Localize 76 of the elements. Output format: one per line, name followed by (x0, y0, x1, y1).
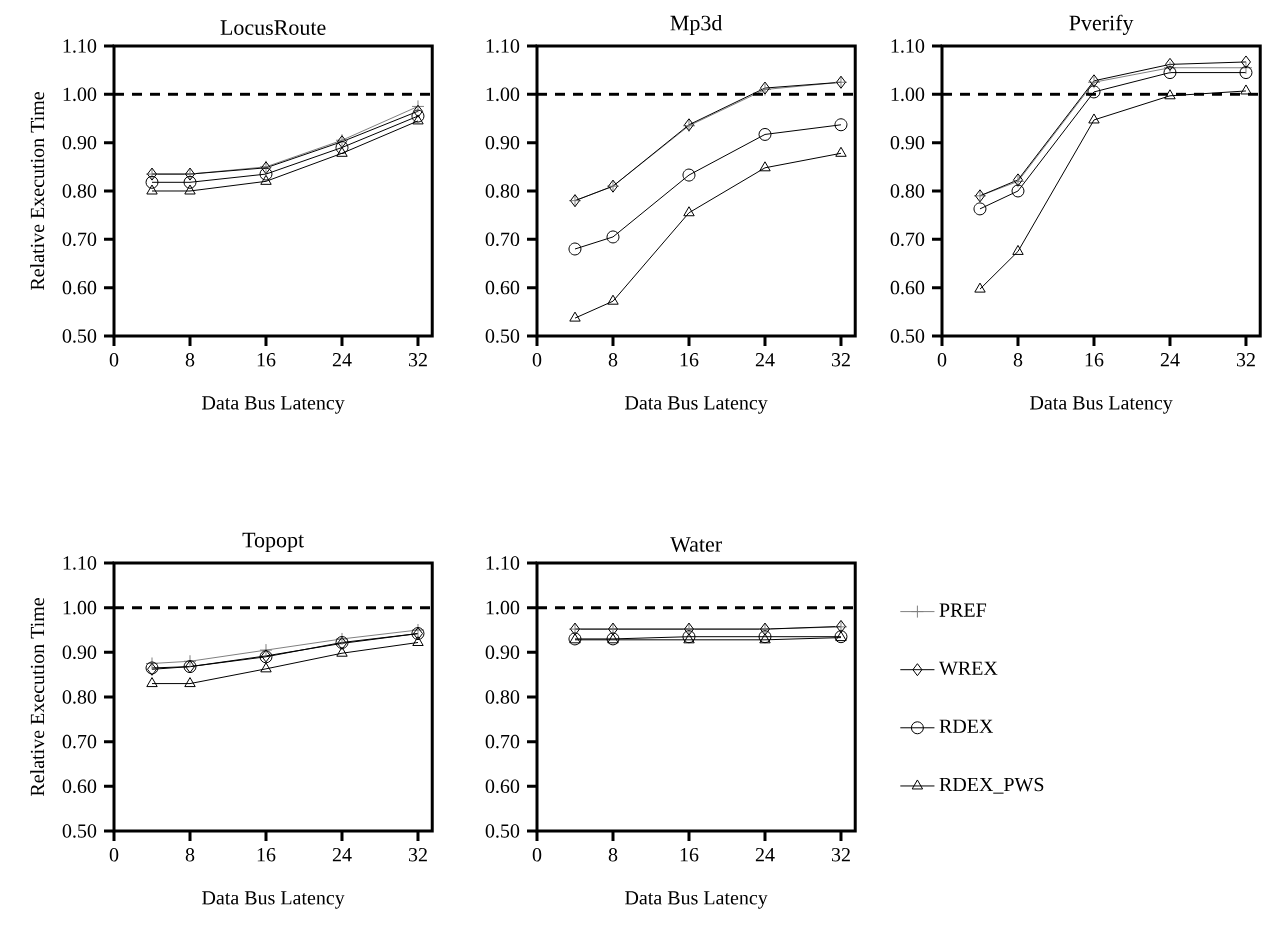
y-tick-label: 0.90 (890, 135, 925, 150)
x-tick-label: 24 (332, 353, 352, 367)
x-tick-label: 0 (109, 353, 119, 367)
legend-label: RDEX (939, 719, 994, 733)
y-tick-label: 1.00 (486, 600, 520, 615)
y-tick-label: 0.60 (62, 280, 97, 295)
x-tick-label: 8 (185, 848, 195, 862)
y-tick-label: 0.60 (890, 280, 925, 295)
y-tick-label: 0.70 (485, 734, 520, 749)
y-tick-label: 0.80 (62, 690, 97, 704)
x-axis-title: Data Bus Latency (1030, 396, 1173, 414)
y-tick-label: 1.00 (63, 87, 97, 102)
y-tick-label: 0.80 (890, 184, 925, 198)
x-tick-label: 8 (1013, 353, 1023, 367)
y-tick-label: 1.10 (63, 556, 97, 570)
x-tick-label: 32 (408, 353, 427, 367)
x-tick-label: 0 (532, 848, 542, 862)
x-tick-label: 24 (332, 848, 352, 862)
y-tick-label: 0.50 (485, 329, 520, 343)
y-tick-label: 0.80 (62, 184, 97, 198)
x-tick-label: 0 (532, 353, 542, 367)
y-tick-label: 1.00 (63, 600, 97, 615)
x-axis-title: Data Bus Latency (202, 396, 345, 414)
y-tick-label: 0.70 (62, 734, 97, 749)
x-tick-label: 16 (680, 848, 699, 862)
y-axis-title: Relative Execution Time (30, 92, 45, 291)
legend-label: PREF (939, 603, 987, 617)
y-tick-label: 1.10 (63, 39, 97, 53)
y-tick-label: 0.70 (62, 232, 97, 247)
chart-title: LocusRoute (220, 20, 326, 35)
y-tick-label: 0.50 (485, 824, 520, 838)
y-tick-label: 0.90 (62, 135, 97, 150)
y-tick-label: 0.70 (890, 232, 925, 247)
x-tick-label: 32 (1236, 353, 1255, 367)
x-tick-label: 16 (257, 353, 276, 367)
y-tick-label: 1.00 (486, 87, 520, 102)
y-tick-label: 1.10 (486, 39, 520, 53)
x-tick-label: 24 (755, 353, 775, 367)
y-tick-label: 0.60 (485, 779, 520, 794)
x-tick-label: 16 (257, 848, 276, 862)
chart-title: Water (670, 537, 722, 552)
y-tick-label: 0.90 (485, 135, 520, 150)
x-tick-label: 0 (109, 848, 119, 862)
y-axis-title: Relative Execution Time (30, 598, 45, 797)
legend-label: RDEX_PWS (939, 777, 1044, 794)
x-axis-title: Data Bus Latency (625, 396, 768, 414)
chart-title: Pverify (1069, 14, 1134, 35)
y-tick-label: 1.10 (891, 39, 925, 53)
y-tick-label: 1.10 (486, 556, 520, 570)
x-tick-label: 32 (831, 848, 850, 862)
x-tick-label: 16 (1085, 353, 1104, 367)
y-tick-label: 0.50 (62, 824, 97, 838)
y-tick-label: 0.50 (890, 329, 925, 343)
y-tick-label: 0.60 (62, 779, 97, 794)
y-tick-label: 0.80 (485, 690, 520, 704)
y-tick-label: 0.80 (485, 184, 520, 198)
y-tick-label: 0.60 (485, 280, 520, 295)
x-tick-label: 24 (755, 848, 775, 862)
x-tick-label: 16 (680, 353, 699, 367)
legend-label: WREX (938, 661, 998, 676)
y-tick-label: 1.00 (891, 87, 925, 102)
chart-title: Mp3d (670, 15, 723, 35)
x-axis-title: Data Bus Latency (202, 891, 345, 909)
x-tick-label: 8 (608, 353, 618, 367)
x-tick-label: 8 (608, 848, 618, 862)
x-axis-title: Data Bus Latency (625, 891, 768, 909)
x-tick-label: 32 (831, 353, 850, 367)
y-tick-label: 0.90 (485, 645, 520, 660)
y-tick-label: 0.70 (485, 232, 520, 247)
y-tick-label: 0.90 (62, 645, 97, 660)
x-tick-label: 8 (185, 353, 195, 367)
x-tick-label: 32 (408, 848, 427, 862)
x-tick-label: 0 (937, 353, 947, 367)
x-tick-label: 24 (1160, 353, 1180, 367)
chart-title: Topopt (242, 532, 305, 552)
y-tick-label: 0.50 (62, 329, 97, 343)
